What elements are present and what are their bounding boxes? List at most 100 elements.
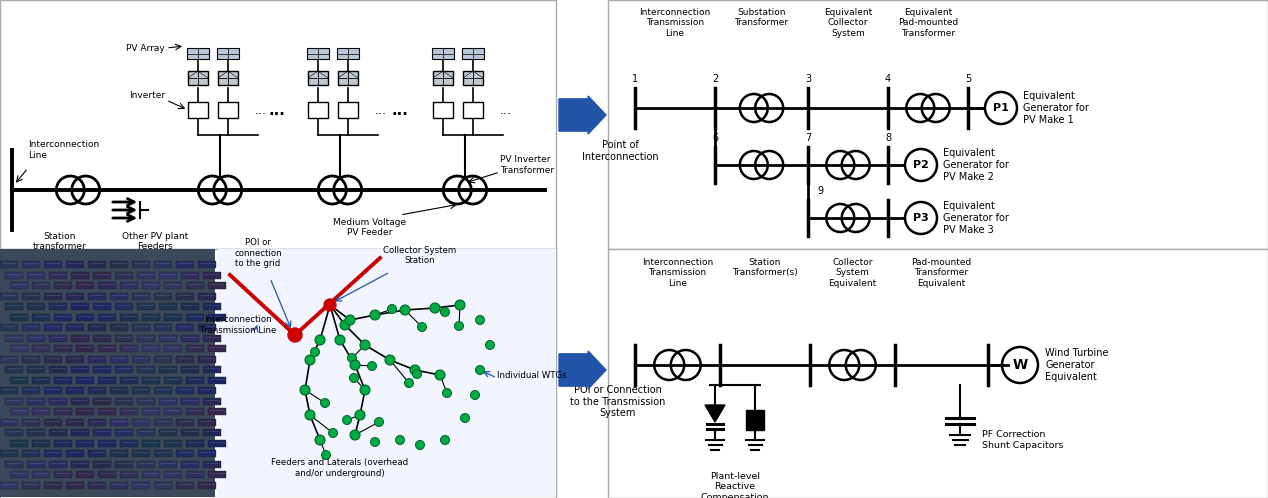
Circle shape bbox=[306, 410, 314, 420]
Bar bbox=[76, 376, 94, 383]
Bar bbox=[110, 292, 128, 299]
Bar bbox=[203, 461, 221, 468]
Circle shape bbox=[335, 335, 345, 345]
Bar bbox=[208, 345, 226, 352]
Bar bbox=[308, 71, 328, 85]
Bar bbox=[198, 450, 216, 457]
Bar bbox=[5, 429, 23, 436]
Bar bbox=[337, 48, 359, 59]
Bar bbox=[115, 335, 133, 342]
Bar bbox=[76, 314, 94, 321]
Bar bbox=[142, 376, 160, 383]
Bar bbox=[55, 376, 72, 383]
Bar bbox=[153, 324, 172, 331]
Circle shape bbox=[370, 310, 380, 320]
Bar bbox=[181, 271, 199, 278]
Circle shape bbox=[355, 410, 365, 420]
Bar bbox=[27, 335, 44, 342]
Bar bbox=[55, 282, 72, 289]
Bar bbox=[158, 461, 178, 468]
Circle shape bbox=[368, 362, 377, 371]
Bar bbox=[87, 292, 107, 299]
Text: Interconnection
Transmission Line: Interconnection Transmission Line bbox=[200, 315, 276, 335]
Bar bbox=[339, 71, 358, 85]
Bar bbox=[49, 335, 67, 342]
Bar bbox=[22, 482, 41, 489]
Circle shape bbox=[417, 323, 426, 332]
Bar bbox=[176, 324, 194, 331]
Bar bbox=[44, 450, 62, 457]
Bar bbox=[142, 408, 160, 415]
Circle shape bbox=[435, 370, 445, 380]
Bar bbox=[203, 397, 221, 404]
Bar bbox=[176, 450, 194, 457]
Bar bbox=[198, 261, 216, 268]
Bar bbox=[71, 461, 89, 468]
Bar bbox=[432, 48, 454, 59]
Circle shape bbox=[455, 300, 465, 310]
Bar bbox=[176, 261, 194, 268]
Bar bbox=[120, 408, 138, 415]
Bar bbox=[120, 314, 138, 321]
Text: P2: P2 bbox=[913, 160, 929, 170]
Bar bbox=[0, 249, 555, 498]
Bar bbox=[164, 314, 183, 321]
Bar bbox=[186, 314, 204, 321]
Bar bbox=[0, 324, 18, 331]
Text: Individual WTGs: Individual WTGs bbox=[497, 371, 567, 379]
Circle shape bbox=[350, 374, 359, 382]
Bar bbox=[115, 397, 133, 404]
Text: PV Inverter
Transformer: PV Inverter Transformer bbox=[500, 155, 554, 175]
Bar bbox=[132, 356, 150, 363]
Bar bbox=[76, 471, 94, 478]
Text: 9: 9 bbox=[817, 186, 823, 196]
Text: Substation
Transformer: Substation Transformer bbox=[734, 8, 789, 27]
Bar bbox=[87, 356, 107, 363]
Bar bbox=[203, 271, 221, 278]
Bar bbox=[208, 314, 226, 321]
Bar bbox=[198, 292, 216, 299]
Bar bbox=[181, 461, 199, 468]
Bar bbox=[208, 408, 226, 415]
Bar bbox=[98, 314, 115, 321]
Bar bbox=[164, 471, 183, 478]
Bar bbox=[186, 282, 204, 289]
Bar bbox=[5, 461, 23, 468]
Text: 1: 1 bbox=[631, 74, 638, 84]
Text: Station
Transformer(s): Station Transformer(s) bbox=[732, 258, 798, 277]
Bar bbox=[10, 440, 28, 447]
Bar bbox=[218, 71, 238, 85]
Text: 2: 2 bbox=[711, 74, 718, 84]
Bar bbox=[49, 366, 67, 373]
Bar bbox=[137, 397, 155, 404]
Text: ...: ... bbox=[375, 104, 387, 117]
Bar bbox=[66, 418, 84, 425]
Bar bbox=[208, 440, 226, 447]
Bar bbox=[132, 324, 150, 331]
Bar bbox=[44, 482, 62, 489]
Bar bbox=[71, 397, 89, 404]
Bar bbox=[22, 292, 41, 299]
Polygon shape bbox=[559, 96, 606, 134]
Text: Equivalent
Generator for
PV Make 2: Equivalent Generator for PV Make 2 bbox=[943, 148, 1009, 182]
Text: ...: ... bbox=[392, 103, 408, 118]
Bar bbox=[198, 356, 216, 363]
Bar bbox=[432, 71, 453, 85]
Bar bbox=[10, 408, 28, 415]
Bar bbox=[5, 303, 23, 310]
Bar bbox=[176, 356, 194, 363]
Bar bbox=[5, 335, 23, 342]
Text: 4: 4 bbox=[885, 74, 891, 84]
Text: W: W bbox=[1012, 358, 1027, 372]
Bar bbox=[71, 366, 89, 373]
Bar bbox=[153, 418, 172, 425]
Bar bbox=[158, 335, 178, 342]
Bar bbox=[188, 102, 208, 118]
Bar bbox=[32, 471, 49, 478]
Bar bbox=[93, 461, 112, 468]
Bar bbox=[0, 249, 216, 497]
Bar bbox=[164, 440, 183, 447]
Bar bbox=[71, 429, 89, 436]
Circle shape bbox=[416, 441, 425, 450]
Circle shape bbox=[314, 435, 325, 445]
